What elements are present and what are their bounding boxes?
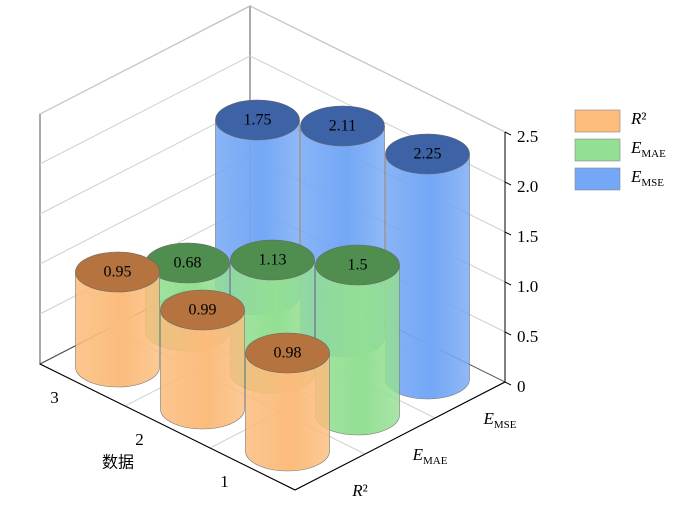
x-tick-label: 2 [135, 430, 144, 449]
y-tick-label: 1.0 [517, 277, 538, 296]
cylinder: 1.5 [315, 244, 400, 436]
z-tick-label: EMSE [482, 409, 516, 431]
legend-swatch [574, 109, 621, 133]
bar-top [300, 105, 385, 147]
legend-swatch [574, 167, 621, 191]
y-tick [504, 281, 512, 286]
x-axis-label: 数据 [102, 453, 134, 472]
bar-top [230, 239, 315, 281]
legend-swatch [574, 138, 621, 162]
value-label: 0.98 [274, 345, 302, 362]
value-label: 1.5 [348, 257, 368, 274]
y-tick [504, 381, 512, 386]
bar-top [315, 244, 400, 286]
y-tick [504, 181, 512, 186]
value-label: 1.13 [259, 252, 287, 269]
bar [160, 309, 245, 430]
x-tick-label: 3 [50, 388, 59, 407]
z-axis [294, 381, 506, 491]
legend-label: EMSE [630, 167, 664, 189]
legend-label: R² [630, 109, 647, 128]
y-tick [504, 231, 512, 236]
y-tick-label: 0 [517, 377, 526, 396]
cylinder: 0.99 [160, 289, 245, 430]
bar-top [215, 99, 300, 141]
y-tick [504, 331, 512, 336]
cylinder: 2.25 [385, 133, 470, 400]
value-label: 2.25 [414, 146, 442, 163]
value-label: 1.75 [244, 112, 272, 129]
bar-top [160, 289, 245, 331]
value-label: 0.68 [174, 255, 202, 272]
value-label: 0.99 [189, 302, 217, 319]
value-label: 2.11 [329, 118, 356, 135]
bar-top [245, 332, 330, 374]
y-tick-label: 2.0 [517, 177, 538, 196]
x-axis [39, 363, 296, 491]
grid-line [39, 5, 506, 133]
x-tick-label: 1 [220, 472, 229, 491]
value-label: 0.95 [104, 264, 132, 281]
bar-top [75, 251, 160, 293]
y-tick [504, 131, 512, 136]
z-tick-label: EMAE [412, 445, 448, 467]
bar [75, 271, 160, 388]
z-tick-label: R² [351, 481, 368, 500]
y-tick-label: 0.5 [517, 327, 538, 346]
y-tick-label: 1.5 [517, 227, 538, 246]
bar-top [385, 133, 470, 175]
bar [245, 352, 330, 472]
cylinder: 0.98 [245, 332, 330, 472]
legend-label: EMAE [630, 138, 666, 160]
cylinder: 0.95 [75, 251, 160, 388]
y-tick-label: 2.5 [517, 127, 538, 146]
